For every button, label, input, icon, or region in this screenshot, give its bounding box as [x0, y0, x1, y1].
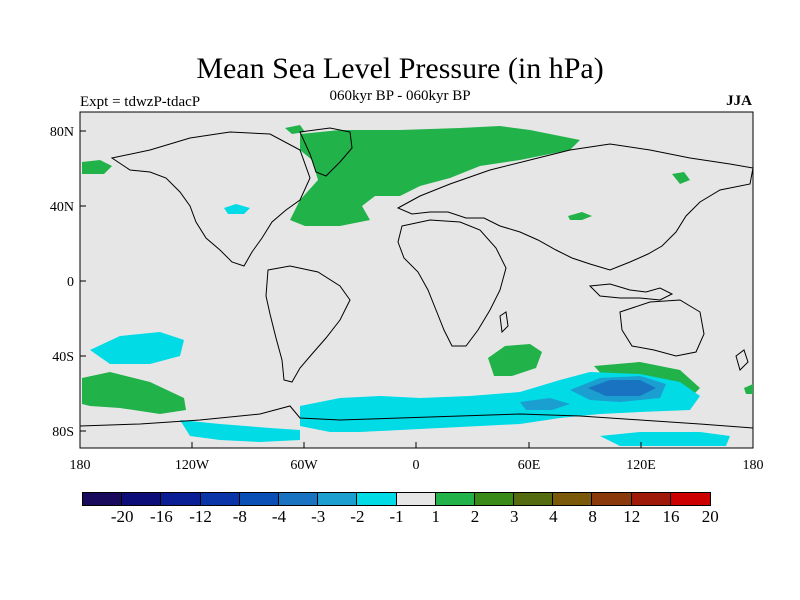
madagascar-outline	[499, 311, 509, 334]
south-america-outline	[265, 265, 351, 383]
colorbar-label: 2	[470, 507, 480, 526]
colorbar-label: 1	[431, 507, 441, 526]
north-atlantic-arctic-anomaly	[290, 126, 580, 226]
southern-ocean-mid-negative	[520, 398, 570, 410]
lon-label-60e: 60E	[518, 458, 541, 473]
new-zealand-outline	[735, 349, 749, 371]
colorbar-label: 8	[588, 507, 597, 526]
africa-outline	[397, 219, 507, 347]
colorbar-cell	[435, 493, 475, 505]
colorbar	[82, 492, 712, 506]
axis-ticks	[80, 130, 642, 448]
lat-label-40n: 40N	[50, 200, 74, 215]
colorbar-cell	[278, 493, 319, 505]
colorbar-label: -20	[110, 507, 134, 526]
colorbar-cell	[553, 493, 593, 505]
greenland-outline	[299, 127, 353, 177]
negative-anomaly-layer	[90, 204, 730, 446]
lat-label-40s: 40S	[52, 350, 74, 365]
central-asia-anomaly	[568, 212, 592, 220]
colorbar-label: 12	[623, 507, 641, 526]
colorbar-cell	[670, 493, 710, 505]
south-indian-core-negative	[588, 380, 656, 396]
colorbar-label: 4	[549, 507, 558, 526]
colorbar-label: -1	[389, 507, 404, 526]
colorbar-cell	[514, 493, 554, 505]
southeast-asia-islands-outline	[588, 283, 674, 301]
eurasia-outline	[396, 143, 754, 271]
colorbar-cell	[474, 493, 515, 505]
lat-label-0: 0	[67, 275, 74, 290]
south-pacific-negative	[90, 332, 184, 364]
colorbar-cell	[592, 493, 632, 505]
antarctica-outline	[79, 405, 754, 429]
australia-outline	[619, 299, 705, 357]
colorbar-cell	[200, 493, 240, 505]
lat-label-80s: 80S	[52, 425, 74, 440]
east-edge-anomaly	[744, 384, 753, 394]
colorbar-label: -2	[350, 507, 365, 526]
colorbar-cell	[83, 493, 123, 505]
lon-label-180e: 180	[743, 458, 764, 473]
antarctic-coast-negative	[180, 420, 300, 442]
colorbar-label: 3	[509, 507, 519, 526]
colorbar-cell	[396, 493, 436, 505]
south-pacific-anomaly	[82, 372, 186, 414]
colorbar-cell	[122, 493, 162, 505]
colorbar-label: -16	[150, 507, 173, 526]
lat-label-80n: 80N	[50, 125, 74, 140]
experiment-label: Expt = tdwzP-tdacP	[80, 94, 201, 110]
colorbar-label: 20	[701, 507, 719, 526]
north-pacific-anomaly	[82, 160, 112, 174]
lon-label-120e: 120E	[626, 458, 656, 473]
season-label: JJA	[726, 93, 752, 109]
colorbar-label: 16	[662, 507, 680, 526]
south-indian-anomaly	[488, 344, 542, 376]
east-asia-anomaly	[672, 172, 690, 184]
colorbar-label: -8	[232, 507, 247, 526]
lon-label-60w: 60W	[290, 458, 318, 473]
colorbar-cell	[239, 493, 279, 505]
lon-label-0: 0	[413, 458, 420, 473]
colorbar-label: -12	[189, 507, 212, 526]
east-antarctic-negative	[600, 432, 730, 446]
lon-label-120w: 120W	[175, 458, 210, 473]
coastlines	[79, 127, 754, 429]
map-title: Mean Sea Level Pressure (in hPa)	[196, 52, 604, 85]
north-america-outline	[110, 131, 311, 267]
lon-label-180w: 180	[70, 458, 91, 473]
colorbar-cell	[357, 493, 397, 505]
north-atlantic-negative	[224, 204, 250, 214]
colorbar-label: -3	[311, 507, 326, 526]
colorbar-cell	[631, 493, 671, 505]
map-subtitle: 060kyr BP - 060kyr BP	[329, 88, 471, 104]
colorbar-cell	[161, 493, 201, 505]
colorbar-label: -4	[271, 507, 287, 526]
colorbar-cell	[318, 493, 358, 505]
